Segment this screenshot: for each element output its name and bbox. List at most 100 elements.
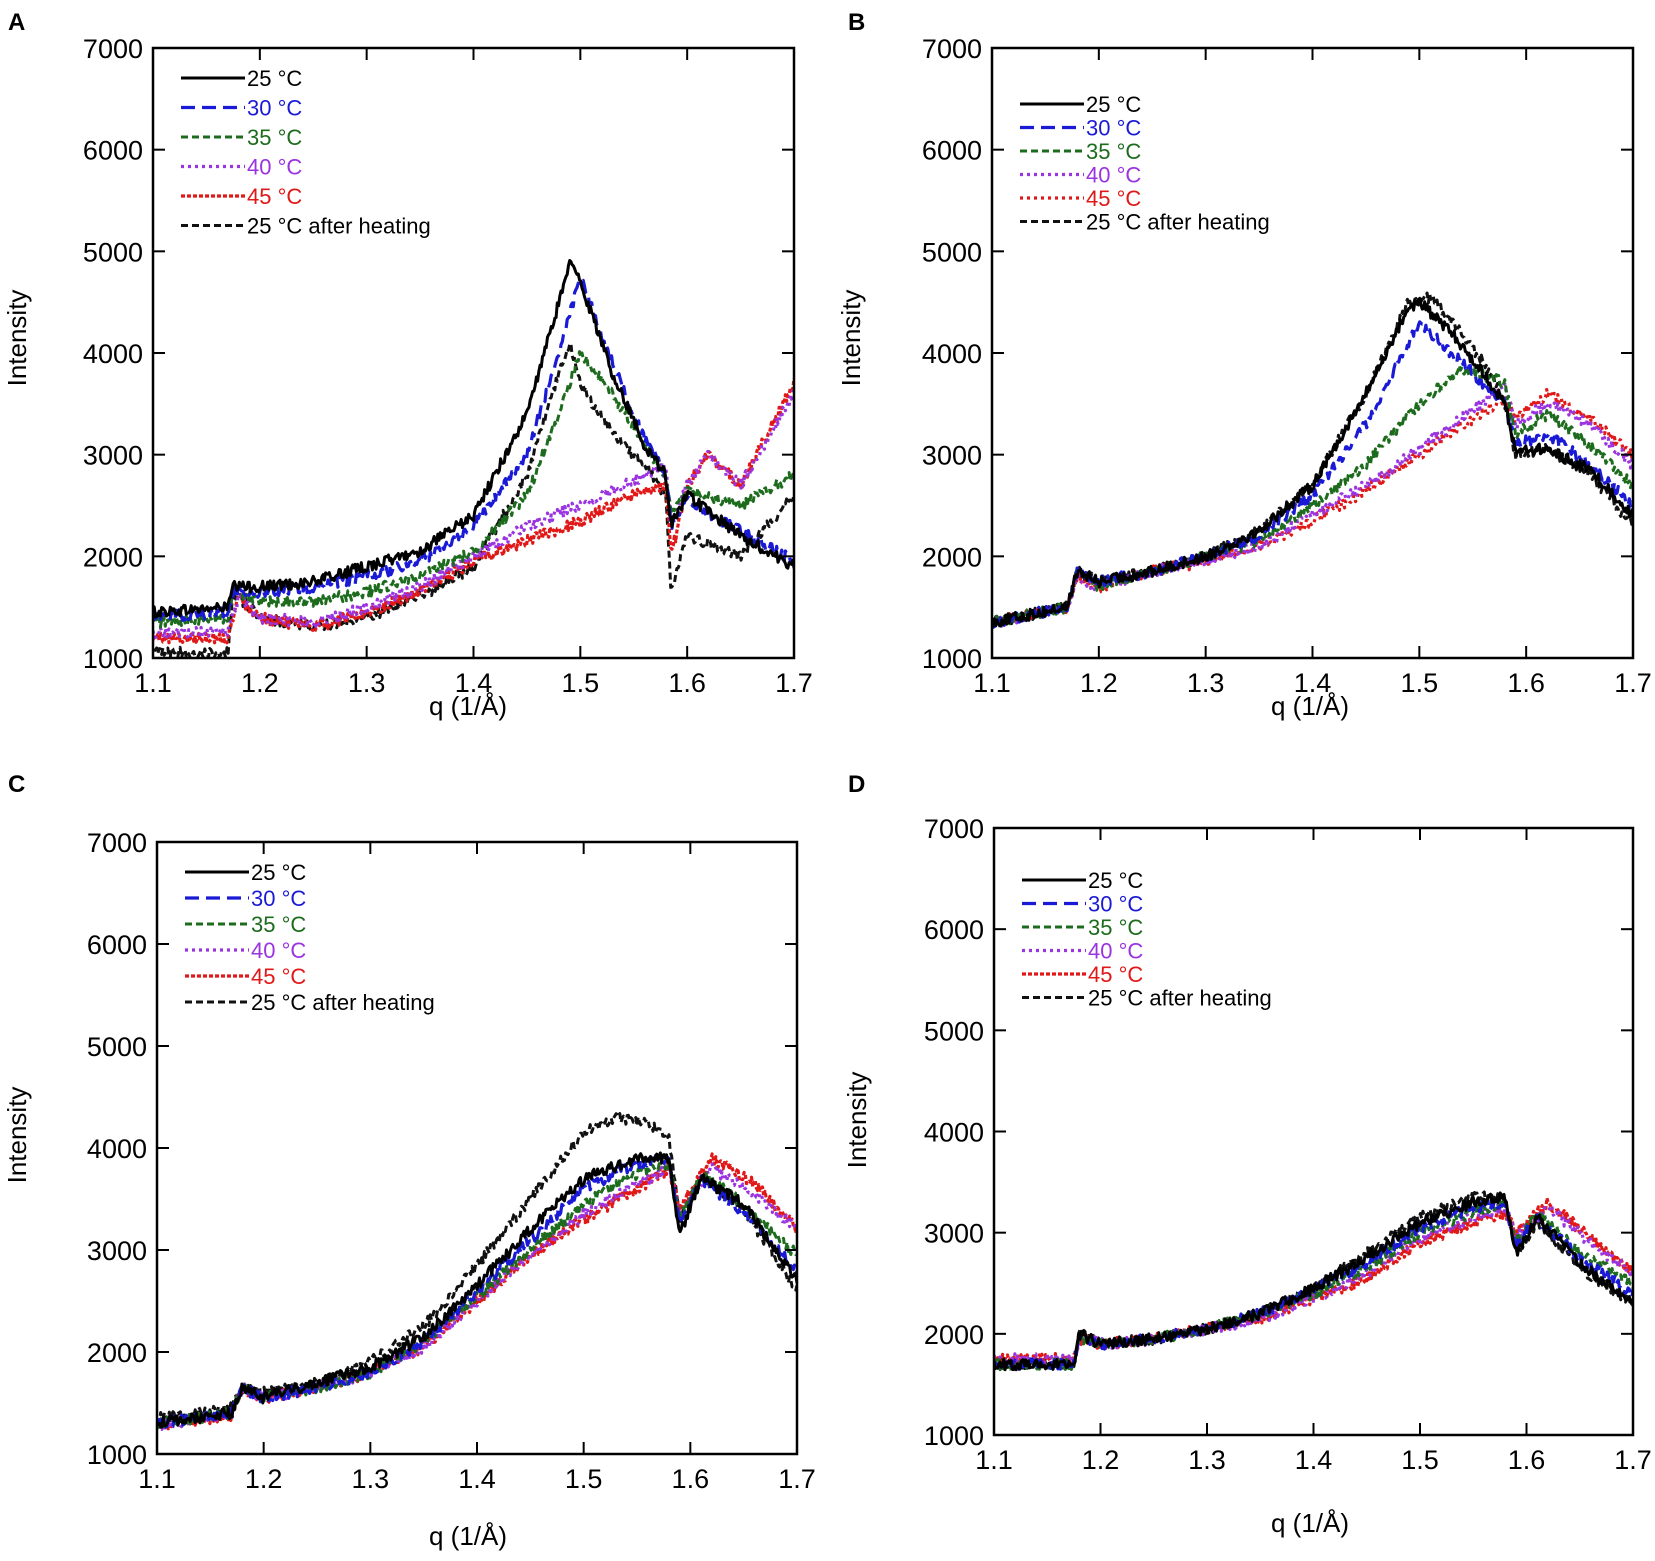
- y-tick-label-b: 6000: [922, 136, 982, 166]
- legend-label-a-1: 25 °C: [247, 66, 302, 91]
- y-tick-label-a: 2000: [83, 542, 143, 572]
- series-d-1: [994, 1191, 1633, 1372]
- y-tick-label-b: 3000: [922, 441, 982, 471]
- y-tick-label-a: 1000: [83, 644, 143, 674]
- legend-label-b-1: 25 °C: [1086, 92, 1141, 117]
- y-tick-label-b: 7000: [922, 34, 982, 64]
- series-a-1: [153, 259, 794, 619]
- x-tick-label-b: 1.1: [973, 668, 1011, 698]
- x-tick-label-a: 1.4: [455, 668, 493, 698]
- y-tick-label-a: 3000: [83, 441, 143, 471]
- plot-area-a: 1000 2000 3000 4000 5000 6000 7000 1.1 1.2 1.3 1.4…: [83, 34, 813, 698]
- y-axis-label-d: Intensity: [842, 1072, 872, 1169]
- series-b-5: [992, 387, 1633, 629]
- y-tick-label-b: 5000: [922, 237, 982, 267]
- legend-d: 25 °C30 °C35 °C40 °C45 °C25 °C after hea…: [1022, 868, 1272, 1011]
- legend-label-d-6: 25 °C after heating: [1088, 986, 1272, 1011]
- legend-b: 25 °C30 °C35 °C40 °C45 °C25 °C after hea…: [1020, 92, 1270, 235]
- legend-label-d-2: 30 °C: [1088, 892, 1143, 917]
- y-tick-label-c: 7000: [87, 828, 147, 858]
- legend-a: 25 °C 30 °C 35 °C 40 °C 45 °C 25 °C after hea…: [181, 66, 431, 239]
- x-tick-label-d: 1.5: [1401, 1445, 1439, 1475]
- legend-label-c-2: 30 °C: [251, 886, 306, 911]
- y-tick-label-d: 4000: [924, 1118, 984, 1148]
- y-tick-label-d: 5000: [924, 1016, 984, 1046]
- y-tick-label-d: 3000: [924, 1219, 984, 1249]
- x-tick-label-d: 1.6: [1508, 1445, 1546, 1475]
- y-tick-label-a: 6000: [83, 136, 143, 166]
- legend-label-c-1: 25 °C: [251, 860, 306, 885]
- chart-panel-a: A Intensity q (1/Å) 1000 2000 3000 4000 5000…: [2, 9, 813, 721]
- legend-label-c-4: 40 °C: [251, 938, 306, 963]
- legend-label-a-2: 30 °C: [247, 96, 302, 121]
- y-tick-label-c: 5000: [87, 1032, 147, 1062]
- series-b-1: [992, 296, 1633, 629]
- legend-label-a-5: 45 °C: [247, 184, 302, 209]
- legend-label-b-6: 25 °C after heating: [1086, 210, 1270, 235]
- x-tick-label-b: 1.7: [1614, 668, 1652, 698]
- y-tick-label-a: 5000: [83, 237, 143, 267]
- x-tick-label-d: 1.4: [1295, 1445, 1333, 1475]
- x-tick-label-a: 1.7: [775, 668, 813, 698]
- x-tick-label-a: 1.3: [348, 668, 386, 698]
- x-tick-label-c: 1.5: [565, 1464, 603, 1494]
- y-tick-label-c: 4000: [87, 1134, 147, 1164]
- x-tick-label-b: 1.2: [1080, 668, 1118, 698]
- series-a-3: [153, 350, 794, 629]
- legend-label-c-3: 35 °C: [251, 912, 306, 937]
- y-tick-label-c: 2000: [87, 1338, 147, 1368]
- x-tick-label-a: 1.6: [668, 668, 706, 698]
- legend-label-b-2: 30 °C: [1086, 116, 1141, 141]
- y-tick-label-a: 4000: [83, 339, 143, 369]
- y-tick-label-b: 4000: [922, 339, 982, 369]
- x-axis-label-d: q (1/Å): [1271, 1508, 1349, 1538]
- x-tick-label-d: 1.7: [1614, 1445, 1652, 1475]
- x-tick-label-c: 1.1: [138, 1464, 176, 1494]
- x-axis-label-a: q (1/Å): [429, 691, 507, 721]
- series-c-1: [157, 1151, 797, 1429]
- plot-area-d: 1000 2000 3000 4000 5000 6000 7000 1.1 1.2 1.3 1.4…: [924, 814, 1652, 1475]
- plot-area-b: 1000 2000 3000 4000 5000 6000 7000 1.1 1.2 1.3 1.4…: [922, 34, 1652, 698]
- panel-letter-c: C: [8, 771, 25, 798]
- y-tick-label-d: 6000: [924, 915, 984, 945]
- panel-letter-b: B: [848, 9, 865, 36]
- y-tick-label-c: 3000: [87, 1236, 147, 1266]
- series-a-4: [153, 389, 794, 640]
- x-tick-label-b: 1.5: [1401, 668, 1439, 698]
- x-tick-label-c: 1.7: [778, 1464, 816, 1494]
- legend-label-b-3: 35 °C: [1086, 139, 1141, 164]
- y-tick-label-b: 1000: [922, 644, 982, 674]
- legend-label-a-4: 40 °C: [247, 155, 302, 180]
- y-axis-label-b: Intensity: [836, 290, 866, 387]
- legend-label-c-6: 25 °C after heating: [251, 990, 435, 1015]
- panel-letter-d: D: [848, 771, 865, 798]
- y-axis-label-c: Intensity: [2, 1087, 32, 1184]
- legend-label-d-3: 35 °C: [1088, 915, 1143, 940]
- x-tick-label-c: 1.6: [672, 1464, 710, 1494]
- x-tick-label-b: 1.3: [1187, 668, 1225, 698]
- x-tick-label-d: 1.3: [1188, 1445, 1226, 1475]
- y-tick-label-d: 2000: [924, 1320, 984, 1350]
- y-tick-label-c: 6000: [87, 930, 147, 960]
- x-tick-label-a: 1.5: [562, 668, 600, 698]
- legend-label-d-1: 25 °C: [1088, 868, 1143, 893]
- x-axis-label-c: q (1/Å): [429, 1521, 507, 1551]
- x-tick-label-b: 1.4: [1294, 668, 1332, 698]
- legend-label-d-4: 40 °C: [1088, 939, 1143, 964]
- y-tick-label-b: 2000: [922, 542, 982, 572]
- legend-label-b-4: 40 °C: [1086, 163, 1141, 188]
- plot-area-c: 1000 2000 3000 4000 5000 6000 7000 1.1 1.2 1.3 1.4…: [87, 828, 816, 1494]
- panel-letter-a: A: [8, 9, 25, 36]
- y-tick-label-c: 1000: [87, 1440, 147, 1470]
- legend-label-d-5: 45 °C: [1088, 962, 1143, 987]
- chart-panel-b: B Intensity q (1/Å) 1000 2000 3000 4000 5000…: [836, 9, 1652, 721]
- chart-panel-c: C Intensity q (1/Å) 1000 2000 3000 4000 5000…: [2, 771, 816, 1551]
- y-tick-label-a: 7000: [83, 34, 143, 64]
- x-axis-label-b: q (1/Å): [1271, 691, 1349, 721]
- legend-label-b-5: 45 °C: [1086, 186, 1141, 211]
- x-tick-label-c: 1.3: [352, 1464, 390, 1494]
- x-tick-label-d: 1.1: [975, 1445, 1013, 1475]
- x-tick-label-d: 1.2: [1082, 1445, 1120, 1475]
- legend-label-c-5: 45 °C: [251, 964, 306, 989]
